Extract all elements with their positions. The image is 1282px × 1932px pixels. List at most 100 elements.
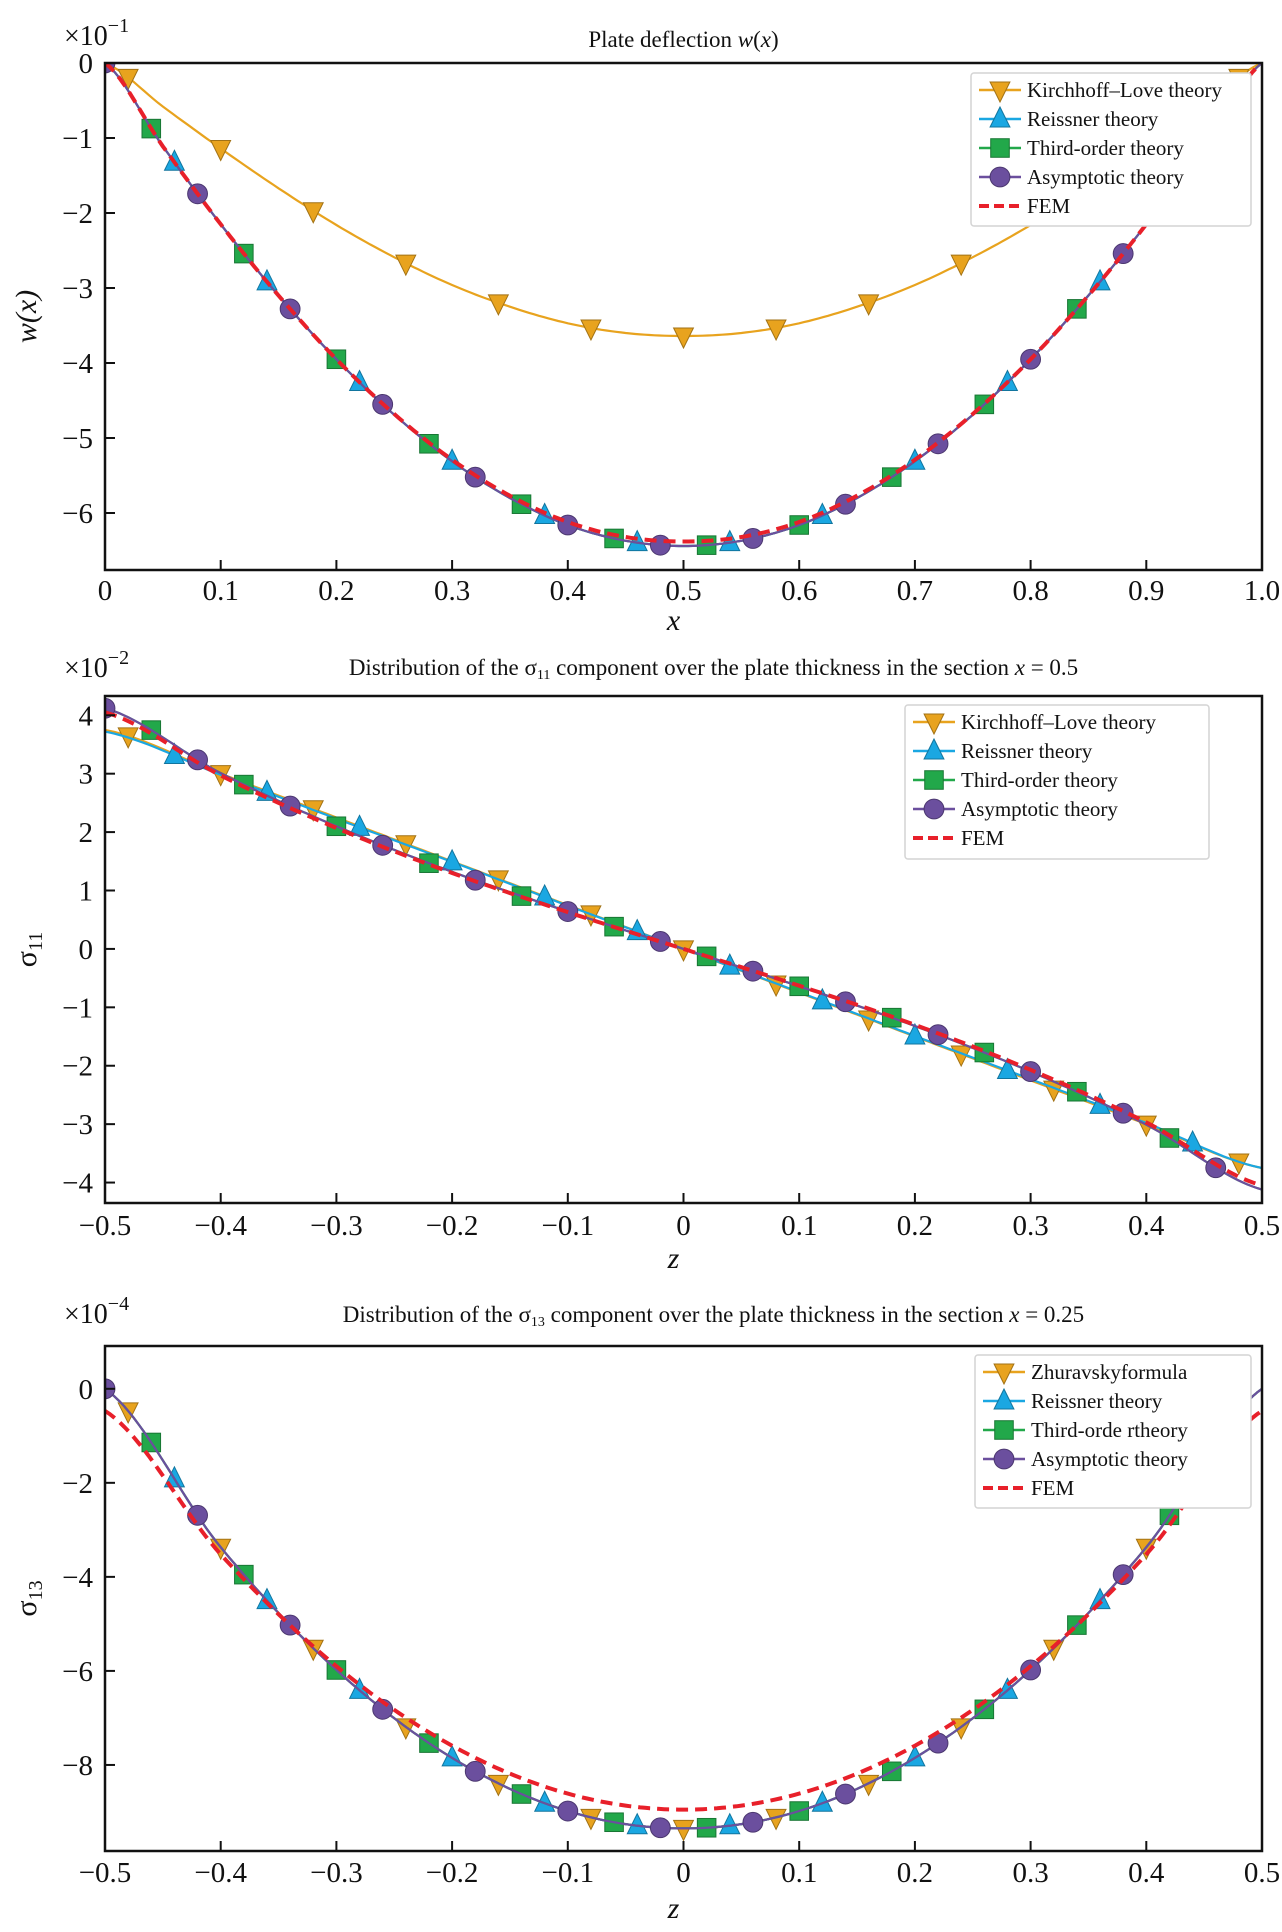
marker-triangle-down bbox=[950, 254, 972, 277]
legend: Zhuravskyformula Reissner theory Third-ord… bbox=[974, 1354, 1252, 1509]
legend-item: Asymptotic theory bbox=[979, 165, 1184, 189]
x-tick-label: 0.1 bbox=[781, 1210, 817, 1242]
marker-triangle-up bbox=[1089, 1587, 1111, 1610]
x-tick-label: −0.4 bbox=[194, 1210, 247, 1242]
marker-triangle-up bbox=[996, 1057, 1019, 1079]
x-axis-label: z bbox=[667, 1892, 680, 1925]
marker-circle bbox=[989, 166, 1011, 188]
y-tick-label: 0 bbox=[79, 1374, 94, 1406]
series-fem bbox=[105, 63, 1262, 544]
series-line bbox=[105, 710, 1262, 1188]
chart-2: Distribution of the σ11 component over t… bbox=[10, 647, 1280, 1275]
marker-square bbox=[994, 1420, 1014, 1440]
y-tick-label: −5 bbox=[62, 423, 93, 455]
x-tick-label: 0.1 bbox=[781, 1857, 817, 1889]
y-axis-label-main: w(x) bbox=[10, 290, 43, 343]
legend-label: FEM bbox=[1031, 1476, 1075, 1500]
x-tick-label: 0 bbox=[98, 575, 113, 607]
marker-circle bbox=[1112, 1564, 1134, 1586]
marker-triangle-up bbox=[441, 848, 463, 871]
y-tick-label: −4 bbox=[62, 1168, 93, 1200]
marker-triangle-down bbox=[117, 1402, 139, 1425]
legend-box bbox=[970, 72, 1252, 227]
y-tick-label: 0 bbox=[79, 934, 94, 966]
marker-triangle-down bbox=[395, 254, 417, 277]
y-axis-label: σ11 bbox=[10, 932, 47, 967]
legend-item: FEM bbox=[913, 826, 1005, 850]
legend-item: Asymptotic theory bbox=[983, 1447, 1188, 1471]
x-tick-label: 0.7 bbox=[897, 575, 933, 607]
marker-triangle-down bbox=[302, 202, 324, 224]
marker-circle bbox=[923, 798, 945, 820]
title-part: = 0.5 bbox=[1025, 655, 1078, 680]
x-tick-label: −0.5 bbox=[79, 1210, 132, 1242]
x-tick-label: 0.3 bbox=[1012, 1857, 1048, 1889]
plot-area bbox=[105, 697, 1262, 1191]
title-part: w bbox=[738, 27, 754, 52]
legend: Kirchhoff–Love theory Reissner theory Thir… bbox=[970, 72, 1252, 227]
x-tick-label: 0 bbox=[676, 1857, 691, 1889]
marker-triangle-up bbox=[923, 737, 945, 760]
y-tick-label: −4 bbox=[62, 1562, 93, 1594]
axis-multiplier: ×10−2 bbox=[64, 647, 129, 684]
legend-label: FEM bbox=[1027, 194, 1071, 218]
x-tick-label: 0.2 bbox=[897, 1210, 933, 1242]
marker-triangle-down bbox=[1043, 1639, 1065, 1662]
x-tick-label: 0.5 bbox=[1244, 1857, 1280, 1889]
legend-box bbox=[974, 1354, 1252, 1509]
marker-triangle-down bbox=[857, 294, 880, 316]
legend-item: FEM bbox=[983, 1476, 1075, 1500]
marker-triangle-up bbox=[904, 1022, 926, 1045]
title-part: ( bbox=[753, 27, 761, 52]
legend-item: Third-order theory bbox=[979, 136, 1184, 160]
y-tick-label: −1 bbox=[62, 992, 93, 1024]
axis-multiplier: ×10−1 bbox=[64, 15, 129, 52]
x-tick-label: −0.4 bbox=[194, 1857, 247, 1889]
marker-circle bbox=[187, 749, 208, 771]
legend-item: Reissner theory bbox=[983, 1387, 1163, 1413]
multiplier-base: ×10 bbox=[64, 653, 108, 684]
series-line bbox=[105, 63, 1262, 544]
marker-circle bbox=[649, 1817, 671, 1839]
marker-circle bbox=[557, 1800, 579, 1822]
multiplier-exponent: −2 bbox=[108, 647, 129, 669]
y-axis-label-main: σ bbox=[10, 951, 43, 967]
axis-multiplier: ×10−4 bbox=[64, 1293, 129, 1330]
marker-triangle-down bbox=[923, 713, 945, 736]
x-tick-label: 0.4 bbox=[550, 575, 587, 607]
chart-title: Distribution of the σ13 component over t… bbox=[343, 1302, 1084, 1330]
plot-area bbox=[105, 1378, 1262, 1842]
marker-triangle-down bbox=[487, 294, 510, 316]
legend-item: Kirchhoff–Love theory bbox=[913, 710, 1156, 736]
marker-triangle-down bbox=[857, 1774, 880, 1797]
y-tick-label: −8 bbox=[62, 1750, 93, 1782]
x-tick-label: 0.6 bbox=[781, 575, 817, 607]
marker-triangle-down bbox=[765, 319, 787, 342]
x-tick-label: −0.2 bbox=[426, 1210, 479, 1242]
marker-circle bbox=[742, 1811, 764, 1833]
x-tick-label: −0.1 bbox=[541, 1857, 594, 1889]
x-tick-label: 0.3 bbox=[1012, 1210, 1048, 1242]
legend-label: Zhuravskyformula bbox=[1031, 1360, 1188, 1384]
legend-label: Asymptotic theory bbox=[1027, 165, 1184, 189]
legend-label: Reissner theory bbox=[1027, 107, 1159, 131]
marker-triangle-up bbox=[989, 105, 1011, 128]
marker-circle bbox=[1020, 1659, 1042, 1681]
y-tick-label: 4 bbox=[79, 700, 94, 732]
marker-triangle-down bbox=[209, 140, 232, 162]
x-tick-label: −0.3 bbox=[310, 1210, 363, 1242]
plot-area bbox=[105, 63, 1262, 556]
marker-triangle-up bbox=[993, 1387, 1015, 1410]
marker-triangle-down bbox=[580, 319, 602, 342]
y-tick-label: −2 bbox=[62, 1468, 93, 1500]
y-tick-label: 3 bbox=[79, 759, 94, 791]
y-tick-label: −6 bbox=[62, 1656, 93, 1688]
legend-label: FEM bbox=[961, 826, 1005, 850]
legend-item: Third-orde rtheory bbox=[983, 1418, 1188, 1442]
series-fem bbox=[105, 1409, 1262, 1812]
title-part: x bbox=[760, 27, 772, 52]
title-part: 11 bbox=[537, 668, 550, 683]
title-part: Plate deflection bbox=[588, 27, 737, 52]
y-tick-label: 0 bbox=[79, 48, 94, 80]
multiplier-base: ×10 bbox=[64, 1299, 108, 1330]
